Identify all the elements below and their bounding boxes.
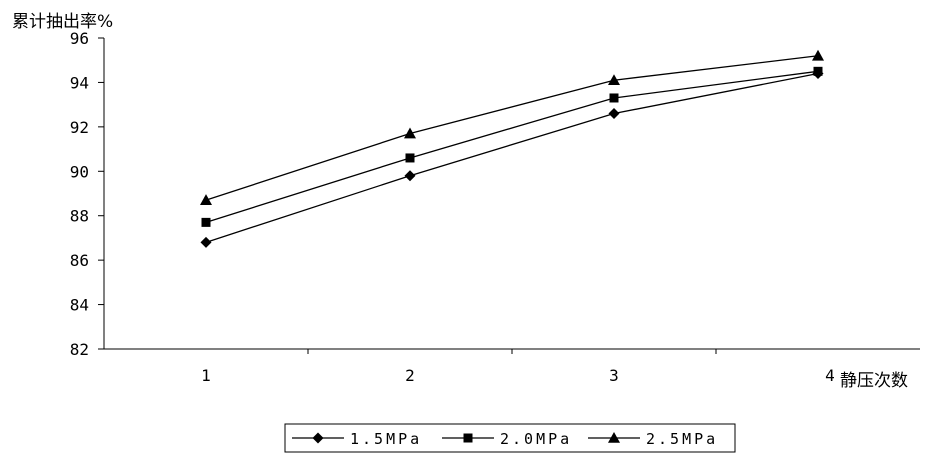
x-tick-label: 2 xyxy=(405,366,415,385)
y-axis-label: 累计抽出率% xyxy=(12,12,113,32)
data-point xyxy=(812,49,824,61)
legend-marker xyxy=(463,433,473,443)
legend-box xyxy=(284,423,736,453)
data-point xyxy=(404,127,416,139)
data-point xyxy=(608,74,620,86)
series-line xyxy=(205,55,819,201)
legend-label: 2.0MPa xyxy=(500,430,572,448)
data-point xyxy=(404,170,416,182)
y-tick-label: 82 xyxy=(70,340,89,359)
x-tick-label: 3 xyxy=(609,366,619,385)
x-tick-label: 1 xyxy=(201,366,211,385)
series-line xyxy=(205,72,819,243)
series-2 xyxy=(201,66,823,227)
data-point xyxy=(200,236,212,248)
legend-item: 2.0MPa xyxy=(442,430,572,448)
legend-label: 1.5MPa xyxy=(350,430,422,448)
series-3 xyxy=(200,49,824,205)
x-axis-label: 静压次数 xyxy=(840,371,908,391)
data-point xyxy=(608,108,620,120)
legend-item: 2.5MPa xyxy=(588,430,718,448)
data-point xyxy=(200,194,212,205)
y-tick-label: 86 xyxy=(70,251,89,270)
legend-marker xyxy=(312,432,324,444)
legend-label: 2.5MPa xyxy=(646,430,718,448)
y-axis-ticks: 82 84 86 88 90 92 94 96 xyxy=(70,29,104,359)
chart-series xyxy=(200,49,824,248)
y-tick-label: 88 xyxy=(70,207,89,226)
x-tick-label: 4 xyxy=(825,366,835,385)
y-tick-label: 94 xyxy=(70,73,89,92)
x-axis-ticks: 1 2 3 4 xyxy=(201,349,835,385)
data-point xyxy=(405,153,415,163)
legend-item: 1.5MPa xyxy=(292,430,422,448)
legend: 1.5MPa 2.0MPa 2.5MPa xyxy=(284,423,736,453)
y-tick-label: 90 xyxy=(70,162,89,181)
y-tick-label: 96 xyxy=(70,29,89,48)
y-tick-label: 84 xyxy=(70,296,89,315)
data-point xyxy=(609,93,619,103)
series-line xyxy=(205,70,819,223)
y-tick-label: 92 xyxy=(70,118,89,137)
series-1 xyxy=(200,68,824,248)
legend-marker xyxy=(608,432,620,443)
data-point xyxy=(813,66,823,76)
data-point xyxy=(201,217,211,227)
